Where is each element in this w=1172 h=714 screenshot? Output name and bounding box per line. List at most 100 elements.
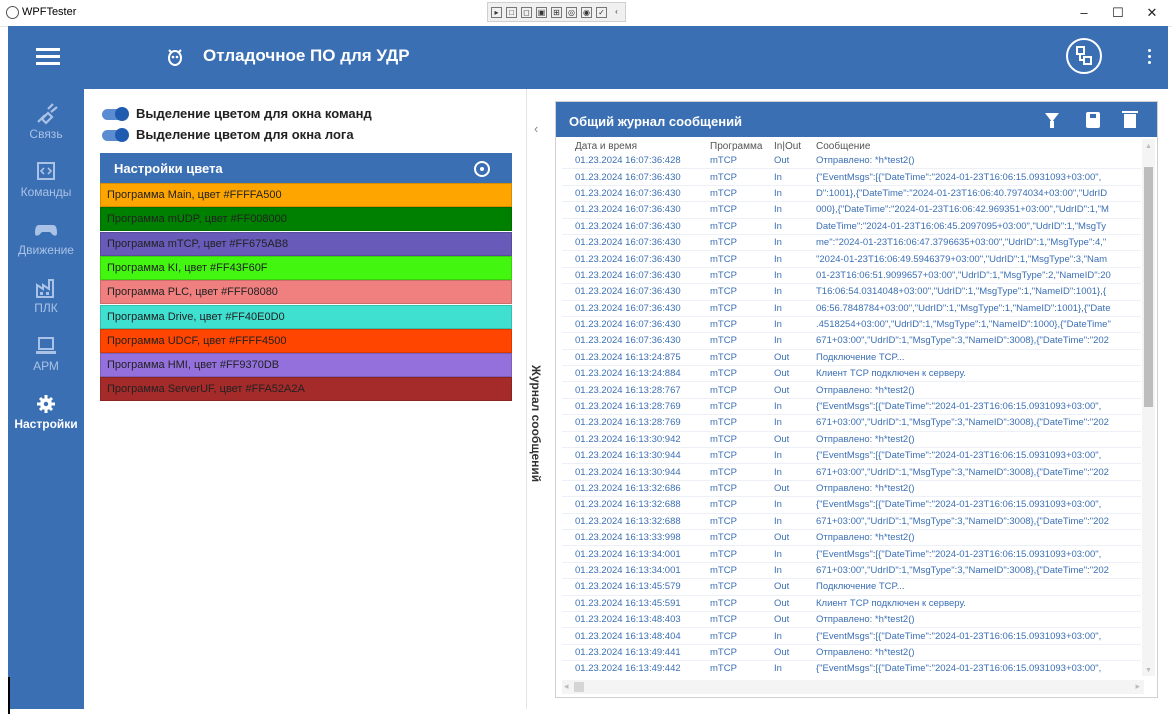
color-row[interactable]: Программа PLC, цвет #FFF08080	[100, 280, 512, 305]
table-row[interactable]: 01.23.2024 16:13:28:769 mTCP In 671+03:00",…	[562, 414, 1141, 432]
track-focus-icon[interactable]: ▣	[536, 6, 547, 18]
log-vertical-tab[interactable]: Журнал сообщений	[520, 365, 554, 485]
minimize-button[interactable]: –	[1080, 5, 1088, 20]
close-button[interactable]: ✕	[1146, 5, 1158, 20]
log-cell-message: Отправлено: *h*test2()	[812, 431, 1141, 449]
nav-item-arm[interactable]: АРМ	[8, 329, 84, 389]
table-row[interactable]: 01.23.2024 16:13:30:942 mTCP Out Отправлено…	[562, 431, 1141, 449]
vertical-scrollbar[interactable]: ▲ ▼	[1142, 139, 1155, 676]
table-row[interactable]: 01.23.2024 16:13:32:686 mTCP Out Отправлено…	[562, 480, 1141, 498]
table-row[interactable]: 01.23.2024 16:07:36:430 mTCP In 000},{"Date…	[562, 201, 1141, 219]
scrollbar-thumb[interactable]	[1144, 167, 1153, 407]
log-cell-direction: In	[770, 627, 812, 645]
log-cell-message: {"EventMsgs":[{"DateTime":"2024-01-23T16…	[812, 447, 1141, 465]
color-row[interactable]: Программа HMI, цвет #FF9370DB	[100, 353, 512, 378]
color-row[interactable]: Программа Main, цвет #FFFFA500	[100, 183, 512, 207]
menu-icon[interactable]	[36, 48, 60, 66]
log-cell-direction: Out	[770, 381, 812, 399]
log-table[interactable]: Дата и время Программа In|Out Сообщение …	[562, 139, 1141, 676]
color-row[interactable]: Программа Drive, цвет #FF40E0D0	[100, 304, 512, 329]
table-row[interactable]: 01.23.2024 16:07:36:430 mTCP In 671+03:00",…	[562, 332, 1141, 350]
color-row[interactable]: Программа ServerUF, цвет #FFA52A2A	[100, 377, 512, 402]
color-row[interactable]: Программа mTCP, цвет #FF675AB8	[100, 231, 512, 256]
table-row[interactable]: 01.23.2024 16:13:32:688 mTCP In {"EventMsgs…	[562, 496, 1141, 514]
column-header-message[interactable]: Сообщение	[816, 140, 871, 152]
table-row[interactable]: 01.23.2024 16:07:36:430 mTCP In T16:06:54.0…	[562, 283, 1141, 301]
table-row[interactable]: 01.23.2024 16:13:32:688 mTCP In 671+03:00",…	[562, 513, 1141, 530]
scroll-up-icon[interactable]: ▲	[1145, 143, 1152, 150]
collapse-panel-icon[interactable]: ‹	[534, 121, 539, 136]
table-row[interactable]: 01.23.2024 16:13:30:944 mTCP In 671+03:00",…	[562, 463, 1141, 481]
column-header-direction[interactable]: In|Out	[774, 140, 802, 152]
color-row[interactable]: Программа mUDP, цвет #FF008000	[100, 207, 512, 232]
log-cell-message: Отправлено: *h*test2()	[812, 153, 1141, 170]
scroll-down-icon[interactable]: ▼	[1145, 667, 1152, 674]
toggle-switch[interactable]	[102, 128, 129, 142]
table-row[interactable]: 01.23.2024 16:13:34:001 mTCP In 671+03:00",…	[562, 562, 1141, 580]
inspect-icon[interactable]: ◎	[566, 6, 577, 18]
scrollbar-thumb[interactable]	[574, 682, 584, 692]
table-row[interactable]: 01.23.2024 16:13:24:884 mTCP Out Клиент TCP…	[562, 365, 1141, 383]
collapse-toolbar-icon[interactable]: ‹	[615, 6, 618, 16]
check-icon[interactable]: ✓	[596, 6, 607, 18]
table-row[interactable]: 01.23.2024 16:07:36:430 mTCP In me":"2024-0…	[562, 234, 1141, 252]
nav-item-movement[interactable]: Движение	[8, 213, 84, 273]
save-icon[interactable]	[1086, 112, 1100, 128]
color-row[interactable]: Программа UDCF, цвет #FFFF4500	[100, 328, 512, 353]
table-row[interactable]: 01.23.2024 16:07:36:430 mTCP In 01-23T16:06…	[562, 267, 1141, 285]
binding-icon[interactable]: ⊞	[551, 6, 562, 18]
table-row[interactable]: 01.23.2024 16:13:45:579 mTCP Out Подключени…	[562, 578, 1141, 596]
log-cell-datetime: 01.23.2024 16:13:28:769	[562, 414, 702, 432]
table-row[interactable]: 01.23.2024 16:13:49:442 mTCP In {"EventMsgs…	[562, 660, 1141, 676]
nav-item-commands[interactable]: Команды	[8, 155, 84, 215]
trash-icon[interactable]	[1122, 111, 1138, 128]
nav-item-connection[interactable]: Связь	[8, 97, 84, 157]
color-row[interactable]: Программа KI, цвет #FF43F60F	[100, 255, 512, 280]
nav-item-plc[interactable]: ПЛК	[8, 271, 84, 331]
scroll-left-icon[interactable]: ◂	[564, 681, 569, 691]
table-row[interactable]: 01.23.2024 16:07:36:430 mTCP In "2024-01-23…	[562, 250, 1141, 268]
log-cell-message: {"EventMsgs":[{"DateTime":"2024-01-23T16…	[812, 496, 1141, 514]
log-cell-direction: Out	[770, 349, 812, 367]
table-row[interactable]: 01.23.2024 16:13:33:998 mTCP Out Отправлено…	[562, 529, 1141, 547]
column-header-program[interactable]: Программа	[710, 140, 763, 152]
table-row[interactable]: 01.23.2024 16:13:30:944 mTCP In {"EventMsgs…	[562, 447, 1141, 465]
toggle-switch[interactable]	[102, 107, 129, 121]
display-layout-icon[interactable]: □	[506, 6, 517, 18]
table-row[interactable]: 01.23.2024 16:13:28:767 mTCP Out Отправлено…	[562, 381, 1141, 399]
log-cell-datetime: 01.23.2024 16:13:24:884	[562, 365, 702, 383]
window-edge	[8, 677, 10, 714]
log-cell-program: mTCP	[702, 562, 770, 580]
table-row[interactable]: 01.23.2024 16:07:36:430 mTCP In .4518254+03…	[562, 316, 1141, 334]
log-cell-message: Подключение TCP...	[812, 578, 1141, 596]
table-row[interactable]: 01.23.2024 16:13:49:441 mTCP Out Отправлено…	[562, 644, 1141, 662]
table-row[interactable]: 01.23.2024 16:13:48:404 mTCP In {"EventMsgs…	[562, 627, 1141, 645]
more-options-icon[interactable]	[1146, 46, 1152, 68]
log-cell-message: Отправлено: *h*test2()	[812, 644, 1141, 662]
select-element-icon[interactable]: ▸	[491, 6, 502, 18]
table-row[interactable]: 01.23.2024 16:13:28:769 mTCP In {"EventMsgs…	[562, 398, 1141, 416]
log-cell-program: mTCP	[702, 153, 770, 170]
table-row[interactable]: 01.23.2024 16:07:36:428 mTCP Out Отправлено…	[562, 153, 1141, 170]
network-button[interactable]	[1066, 38, 1102, 74]
log-cell-message: 06:56.7848784+03:00","UdrID":1,"MsgType"…	[812, 300, 1141, 317]
horizontal-scrollbar[interactable]: ◂ ▸	[562, 680, 1144, 694]
accessibility-icon[interactable]: ◉	[581, 6, 592, 18]
table-row[interactable]: 01.23.2024 16:13:48:403 mTCP Out Отправлено…	[562, 611, 1141, 629]
table-row[interactable]: 01.23.2024 16:07:36:430 mTCP In D":1001},{"…	[562, 185, 1141, 203]
log-cell-message: 671+03:00","UdrID":1,"MsgType":3,"NameID…	[812, 562, 1141, 580]
table-row[interactable]: 01.23.2024 16:13:24:875 mTCP Out Подключени…	[562, 349, 1141, 367]
reset-colors-icon[interactable]	[474, 161, 490, 177]
filter-icon[interactable]	[1045, 113, 1059, 128]
table-row[interactable]: 01.23.2024 16:07:36:430 mTCP In 06:56.78487…	[562, 300, 1141, 317]
table-row[interactable]: 01.23.2024 16:13:34:001 mTCP In {"EventMsgs…	[562, 545, 1141, 563]
table-row[interactable]: 01.23.2024 16:07:36:430 mTCP In {"EventMsgs…	[562, 168, 1141, 186]
table-row[interactable]: 01.23.2024 16:07:36:430 mTCP In DateTime":"…	[562, 218, 1141, 235]
log-cell-program: mTCP	[702, 529, 770, 547]
scroll-right-icon[interactable]: ▸	[1135, 681, 1140, 691]
nav-item-settings[interactable]: Настройки	[8, 387, 84, 447]
column-header-datetime[interactable]: Дата и время	[575, 140, 638, 152]
preview-icon[interactable]: ◻	[521, 6, 532, 18]
maximize-button[interactable]: ☐	[1112, 5, 1124, 20]
table-row[interactable]: 01.23.2024 16:13:45:591 mTCP Out Клиент TCP…	[562, 595, 1141, 612]
